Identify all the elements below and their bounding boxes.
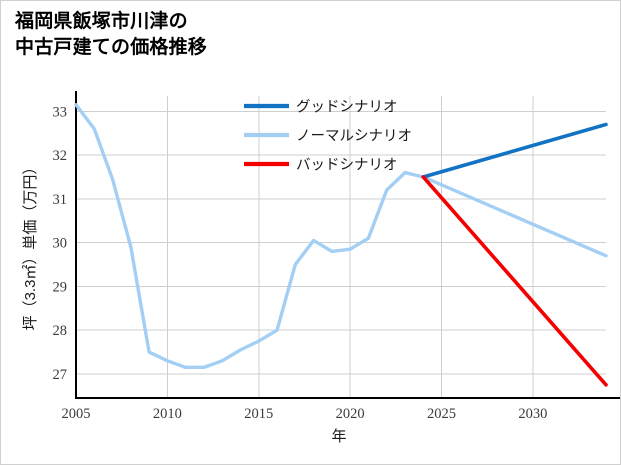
y-tick-label: 33 bbox=[53, 104, 68, 120]
y-tick-label: 30 bbox=[53, 236, 68, 252]
legend-label-bad: バッドシナリオ bbox=[296, 158, 398, 174]
y-axis-tick-labels: 27 28 29 30 31 32 33 bbox=[53, 104, 68, 383]
y-tick-label: 27 bbox=[53, 367, 68, 383]
series-line-normal bbox=[74, 103, 608, 370]
y-tick-label: 29 bbox=[53, 279, 68, 295]
y-tick-label: 28 bbox=[53, 323, 68, 339]
page-title: 福岡県飯塚市川津の 中古戸建ての価格推移 bbox=[15, 11, 208, 58]
series-line-good bbox=[421, 122, 608, 179]
x-tick-label: 2015 bbox=[244, 406, 273, 422]
legend-label-good: グッドシナリオ bbox=[296, 99, 398, 116]
axis-lines bbox=[74, 91, 620, 400]
legend-label-normal: ノーマルシナリオ bbox=[296, 129, 412, 145]
x-tick-label: 2020 bbox=[336, 406, 365, 422]
series-line-bad bbox=[421, 175, 608, 387]
y-tick-label: 31 bbox=[53, 192, 68, 208]
y-axis-title: 坪（3.3㎡）単価（万円） bbox=[22, 160, 39, 331]
x-tick-label: 2005 bbox=[62, 406, 91, 422]
x-axis-title: 年 bbox=[331, 428, 346, 445]
x-tick-label: 2010 bbox=[153, 406, 182, 422]
y-tick-label: 32 bbox=[53, 148, 68, 164]
series-lines bbox=[74, 103, 608, 387]
x-tick-label: 2030 bbox=[518, 406, 547, 422]
x-axis-tick-labels: 2005 2010 2015 2020 2025 2030 bbox=[62, 406, 548, 422]
x-tick-label: 2025 bbox=[427, 406, 456, 422]
